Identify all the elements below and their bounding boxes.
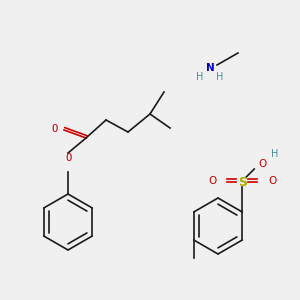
Text: O: O [258, 159, 266, 169]
Text: H: H [216, 72, 224, 82]
Text: H: H [196, 72, 204, 82]
Text: O: O [51, 124, 57, 134]
Text: O: O [268, 176, 276, 186]
Text: S: S [238, 176, 247, 188]
Text: O: O [208, 176, 216, 186]
Text: O: O [65, 153, 71, 163]
Text: H: H [271, 149, 278, 159]
Text: N: N [206, 63, 214, 73]
